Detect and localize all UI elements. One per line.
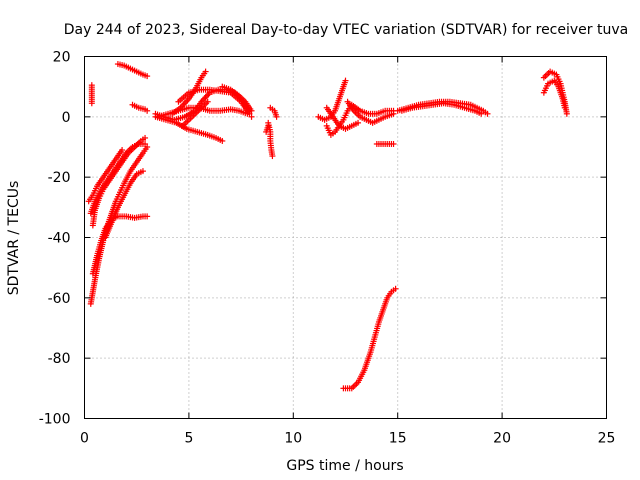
series-s17 [267, 104, 280, 120]
x-tick-label: 5 [184, 431, 193, 447]
y-axis-title: SDTVAR / TECUs [6, 181, 22, 296]
data-point [392, 285, 399, 292]
y-tick-label: -80 [48, 351, 71, 367]
x-tick-label: 20 [493, 431, 511, 447]
data-point [144, 73, 151, 80]
axis-ticks: 0 5 10 15 20 25 -100 -80 -60 -40 -20 0 20 [39, 50, 616, 447]
series-s6 [102, 168, 146, 241]
data-points [85, 61, 570, 392]
data-point [204, 98, 211, 105]
data-point [269, 153, 276, 160]
data-point [139, 168, 146, 175]
data-point [248, 107, 255, 114]
y-tick-label: -60 [48, 291, 71, 307]
data-point [265, 122, 272, 129]
data-point [144, 213, 151, 220]
y-tick-label: -20 [48, 170, 71, 186]
y-tick-label: 0 [62, 110, 71, 126]
data-point [390, 110, 397, 117]
x-axis-title: GPS time / hours [286, 458, 403, 474]
series-s21 [323, 101, 397, 138]
series-s4 [87, 144, 151, 307]
data-point [246, 110, 253, 117]
data-point [355, 119, 362, 126]
data-point [144, 107, 151, 114]
series-s20 [315, 77, 349, 123]
series-s3 [129, 101, 151, 114]
data-point [484, 110, 491, 117]
x-tick-label: 0 [80, 431, 89, 447]
x-tick-label: 25 [598, 431, 616, 447]
y-tick-label: -100 [39, 412, 71, 428]
series-s8 [89, 134, 149, 229]
series-s9 [85, 147, 126, 205]
series-s1 [88, 82, 95, 107]
x-tick-label: 10 [284, 431, 302, 447]
data-point [142, 140, 149, 147]
data-point [144, 144, 151, 150]
series-s24 [373, 140, 397, 147]
y-tick-label: 20 [53, 50, 71, 66]
chart-title: Day 244 of 2023, Sidereal Day-to-day VTE… [64, 22, 628, 38]
series-s23 [323, 104, 362, 132]
data-point [563, 110, 570, 117]
data-point [119, 147, 126, 154]
series-s2 [114, 61, 151, 80]
series-s22 [344, 98, 397, 126]
data-point [219, 137, 226, 144]
series-s26 [394, 98, 491, 117]
data-point [273, 113, 280, 120]
data-point [142, 134, 149, 141]
series-s15 [179, 98, 211, 129]
series-s19 [263, 122, 272, 135]
data-point [88, 100, 95, 107]
y-tick-label: -40 [48, 231, 71, 247]
data-point [390, 140, 397, 147]
series-s27 [398, 100, 485, 117]
data-point [342, 77, 349, 84]
data-point [202, 68, 209, 75]
data-point [561, 104, 568, 111]
data-point [478, 110, 485, 117]
series-s25 [340, 285, 399, 392]
series-s5 [89, 213, 151, 277]
series-s16 [219, 83, 255, 114]
series-s29 [540, 77, 568, 111]
x-tick-label: 15 [389, 431, 407, 447]
data-point [248, 113, 255, 120]
